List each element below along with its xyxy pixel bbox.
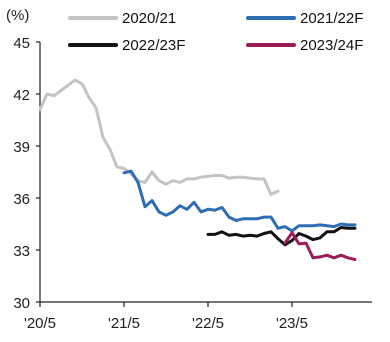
legend: 2020/21 2021/22F 2022/23F 2023/24F xyxy=(68,10,363,54)
x-tick-label: '20/5 xyxy=(24,315,56,332)
legend-label: 2023/24F xyxy=(300,37,363,54)
legend-label: 2020/21 xyxy=(122,10,176,27)
y-unit-label: (%) xyxy=(6,7,29,24)
y-tick-label: 33 xyxy=(13,243,30,260)
y-tick-label: 39 xyxy=(13,139,30,156)
x-tick-label: '23/5 xyxy=(276,315,308,332)
series-line-2021-22f xyxy=(122,169,357,233)
series-lines xyxy=(38,78,357,261)
legend-label: 2021/22F xyxy=(300,10,363,27)
series-line-2022-23f xyxy=(206,226,357,247)
x-tick-label: '22/5 xyxy=(192,315,224,332)
y-tick-label: 45 xyxy=(13,35,30,52)
axes: 30 33 36 39 42 45 '20/5 '21/5 '22/5 '23/5 xyxy=(13,35,372,332)
x-tick-label: '21/5 xyxy=(108,315,140,332)
y-tick-label: 36 xyxy=(13,191,30,208)
series-line-2020-21 xyxy=(38,78,280,196)
legend-label: 2022/23F xyxy=(122,37,185,54)
y-tick-label: 30 xyxy=(13,295,30,312)
y-tick-label: 42 xyxy=(13,87,30,104)
series-line-2023-24f xyxy=(283,231,357,261)
